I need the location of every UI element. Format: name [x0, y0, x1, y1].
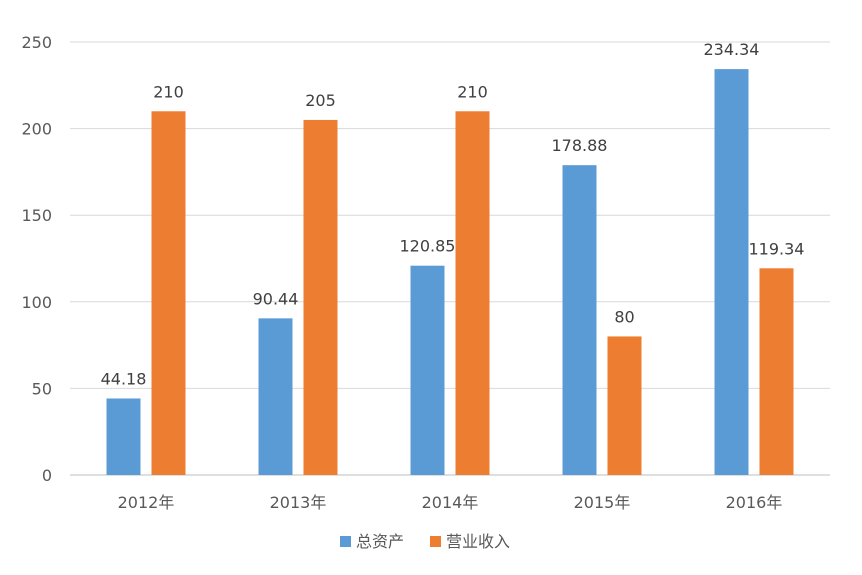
- data-label: 44.18: [101, 369, 147, 388]
- bar-total-assets: [258, 318, 293, 475]
- data-label: 178.88: [552, 136, 608, 155]
- data-label: 210: [457, 82, 488, 101]
- x-category-label: 2013年: [270, 493, 327, 512]
- data-label: 120.85: [400, 237, 456, 256]
- data-label: 234.34: [704, 40, 760, 59]
- bar-total-assets: [106, 398, 141, 475]
- bar-revenue: [303, 119, 338, 475]
- y-tick-label: 100: [21, 293, 52, 312]
- data-labels: 44.18 210 90.44 205 120.85 210 178.88 80 234.34 1…: [101, 40, 805, 388]
- y-axis: 0 50 100 150 200 250: [21, 33, 52, 485]
- x-category-label: 2015年: [574, 493, 631, 512]
- legend-swatch: [340, 536, 351, 547]
- data-label: 80: [614, 307, 634, 326]
- x-category-label: 2016年: [726, 493, 783, 512]
- x-category-label: 2014年: [422, 493, 479, 512]
- data-label: 210: [153, 82, 184, 101]
- bar-revenue: [151, 111, 186, 475]
- x-axis: 2012年 2013年 2014年 2015年 2016年: [118, 493, 783, 512]
- bar-total-assets: [562, 165, 597, 475]
- y-tick-label: 0: [42, 466, 52, 485]
- y-tick-label: 150: [21, 206, 52, 225]
- bar-revenue: [455, 111, 490, 475]
- y-tick-label: 200: [21, 120, 52, 139]
- bars: [106, 69, 794, 476]
- legend-label: 营业收入: [446, 532, 510, 551]
- bar-revenue: [607, 336, 642, 475]
- bar-total-assets: [410, 265, 445, 475]
- y-tick-label: 50: [32, 379, 52, 398]
- y-tick-label: 250: [21, 33, 52, 52]
- data-label: 205: [305, 91, 336, 110]
- data-label: 119.34: [749, 239, 805, 258]
- bar-revenue: [759, 268, 794, 475]
- legend: 总资产 营业收入: [340, 532, 510, 551]
- bar-total-assets: [714, 69, 749, 476]
- data-label: 90.44: [253, 289, 299, 308]
- legend-swatch: [430, 536, 441, 547]
- legend-label: 总资产: [356, 532, 404, 551]
- gridlines: [70, 41, 830, 476]
- x-category-label: 2012年: [118, 493, 175, 512]
